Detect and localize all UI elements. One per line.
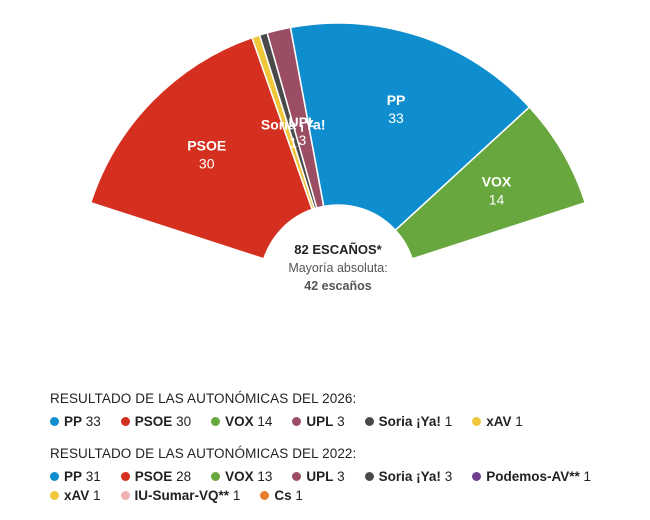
segment-label-soria-ya: Soria ¡Ya! — [261, 117, 326, 133]
segment-value-pp: 33 — [388, 110, 404, 126]
segment-label-vox: VOX — [482, 173, 512, 189]
legend-2026: RESULTADO DE LAS AUTONÓMICAS DEL 2026: P… — [50, 391, 640, 431]
legend-2022-items: PP 31 PSOE 28 VOX 13 UPL 3 Soria ¡Ya! 3 Podem… — [50, 467, 640, 505]
segment-value-psoe: 30 — [199, 156, 215, 172]
legend-2022-item: Cs 1 — [260, 488, 303, 503]
legend-2022-party-seats: 1 — [229, 488, 241, 503]
legend-2026-party-seats: 1 — [440, 414, 453, 429]
segment-value-soria-ya: 1 — [289, 135, 297, 151]
legend-2022-item: PSOE 28 — [120, 469, 192, 484]
legend-dot-icon — [260, 491, 270, 500]
legend-2026-party-seats: 14 — [253, 414, 273, 429]
legend-2022-item: UPL 3 — [292, 469, 345, 484]
segment-pp — [289, 22, 531, 232]
legend-2022-party-seats: 31 — [82, 469, 101, 484]
legend-2022-item: Podemos-AV** 1 — [472, 469, 591, 484]
legend-2022-party-name: Soria ¡Ya! — [378, 469, 441, 484]
legend-2022-item: IU-Sumar-VQ** 1 — [120, 488, 241, 503]
legend-2026-party-seats: 33 — [82, 414, 101, 429]
legend-2026-title: RESULTADO DE LAS AUTONÓMICAS DEL 2026: — [50, 391, 357, 406]
legend-2022-party-seats: 13 — [253, 469, 273, 484]
legend-2022-party-seats: 1 — [291, 488, 303, 503]
legend-2026-item: VOX 14 — [211, 414, 272, 429]
legend-2022-party-name: Podemos-AV** — [486, 469, 580, 484]
legend-dot-icon — [211, 472, 221, 481]
center-disc — [261, 206, 415, 360]
segment-vox — [394, 106, 587, 260]
legend-2026-party-seats: 3 — [333, 414, 345, 429]
legend-2026-party-name: PP — [64, 414, 83, 429]
legend-2022-party-seats: 1 — [579, 469, 591, 484]
legend-dot-icon — [211, 417, 221, 426]
legend-dot-icon — [50, 417, 59, 426]
majority-label: Mayoría absoluta: — [288, 261, 387, 275]
legend-dot-icon — [472, 472, 482, 481]
legend-2022-party-seats: 1 — [89, 488, 101, 503]
legend-dot-icon — [120, 472, 130, 481]
legend-2026-items: PP 33 PSOE 30 VOX 14 UPL 3 Soria ¡Ya! 1 xAV 1 — [50, 412, 640, 431]
legend-2026-party-seats: 1 — [511, 414, 523, 429]
legend-2022-party-name: VOX — [225, 469, 254, 484]
legend-2026-item: UPL 3 — [292, 414, 345, 429]
total-seats-label: 82 ESCAÑOS* — [294, 242, 382, 257]
legend-dot-icon — [120, 491, 130, 500]
legend-2022-party-name: IU-Sumar-VQ** — [134, 488, 230, 503]
legend-2026-party-name: VOX — [225, 414, 254, 429]
legend-2022-party-name: PP — [64, 469, 83, 484]
legend-2022-party-seats: 3 — [333, 469, 345, 484]
legend-dot-icon — [50, 491, 59, 500]
legend-dot-icon — [472, 417, 482, 426]
chart-segments — [89, 22, 587, 360]
legend-dot-icon — [364, 417, 374, 426]
segment-label-pp: PP — [387, 92, 406, 108]
legend-2022-title: RESULTADO DE LAS AUTONÓMICAS DEL 2022: — [50, 446, 357, 461]
majority-value: 42 escaños — [304, 279, 371, 293]
segment-psoe — [89, 36, 314, 260]
legend-2026-item: Soria ¡Ya! 1 — [364, 414, 453, 429]
legend-2026-party-name: xAV — [486, 414, 512, 429]
legend-2026-party-name: Soria ¡Ya! — [378, 414, 441, 429]
legend-2022: RESULTADO DE LAS AUTONÓMICAS DEL 2022: P… — [50, 446, 640, 505]
legend-dot-icon — [120, 417, 130, 426]
legend-2026-item: PP 33 — [50, 414, 101, 429]
legend-2022-party-name: UPL — [306, 469, 334, 484]
legend-2026-party-name: UPL — [306, 414, 334, 429]
legend-2022-party-name: PSOE — [134, 469, 173, 484]
legend-2022-party-name: xAV — [64, 488, 90, 503]
center-info: 82 ESCAÑOS* Mayoría absoluta: 42 escaños — [288, 242, 387, 293]
legend-2022-item: Soria ¡Ya! 3 — [364, 469, 453, 484]
legend-dot-icon — [292, 472, 302, 481]
legend-2022-party-seats: 3 — [440, 469, 453, 484]
legend-2026-item: xAV 1 — [472, 414, 523, 429]
segment-value-upl: 3 — [299, 132, 307, 148]
legend-2022-item: VOX 13 — [211, 469, 272, 484]
legend-2026-item: PSOE 30 — [120, 414, 192, 429]
chart-segment-labels: PSOE 30 Soria ¡Ya! 1 UPL 3 PP 33 VOX 14 — [187, 92, 512, 208]
legend-2022-party-seats: 28 — [172, 469, 192, 484]
segment-value-vox: 14 — [489, 191, 505, 207]
legend-2026-party-seats: 30 — [172, 414, 192, 429]
segment-label-upl: UPL — [288, 114, 316, 130]
legend-dot-icon — [292, 417, 302, 426]
parliament-chart: PSOE 30 Soria ¡Ya! 1 UPL 3 PP 33 VOX 14 82 ESCAÑO… — [89, 22, 587, 360]
legend-2022-item: PP 31 — [50, 469, 101, 484]
legend-dot-icon — [50, 472, 59, 481]
legend-2022-party-name: Cs — [274, 488, 292, 503]
legend-2022-item: xAV 1 — [50, 488, 101, 503]
legend-2026-party-name: PSOE — [134, 414, 173, 429]
segment-label-psoe: PSOE — [187, 138, 226, 154]
legend-dot-icon — [364, 472, 374, 481]
